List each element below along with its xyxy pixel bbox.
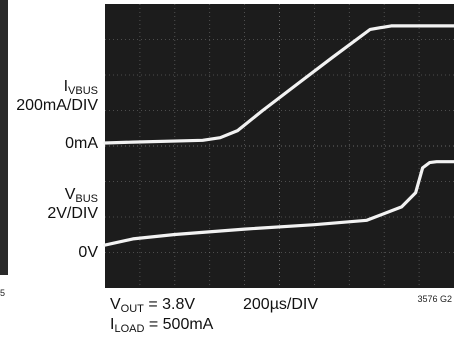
trace-vbus xyxy=(103,160,454,247)
ivbus-scale-label: 200mA/DIV xyxy=(16,97,98,114)
figure-code: 3576 G2 xyxy=(417,294,452,304)
vbus-scale-label: 2V/DIV xyxy=(47,205,98,222)
oscilloscope-chart xyxy=(103,4,454,288)
trace-ivbus xyxy=(103,24,454,145)
left-dark-strip xyxy=(0,0,8,275)
ivbus-zero-label: 0mA xyxy=(65,135,98,152)
vbus-zero-label: 0V xyxy=(78,244,98,261)
timebase-label: 200µs/DIV xyxy=(243,296,319,313)
scope-grid xyxy=(105,4,454,288)
ivbus-label: IVBUS xyxy=(63,78,98,97)
left-strip-note: 5 xyxy=(0,288,6,298)
scope-traces xyxy=(103,24,454,247)
iload-condition: ILOAD = 500mA xyxy=(110,316,214,335)
vout-condition: VOUT = 3.8V xyxy=(110,296,196,315)
vbus-label: VBUS xyxy=(64,186,98,205)
